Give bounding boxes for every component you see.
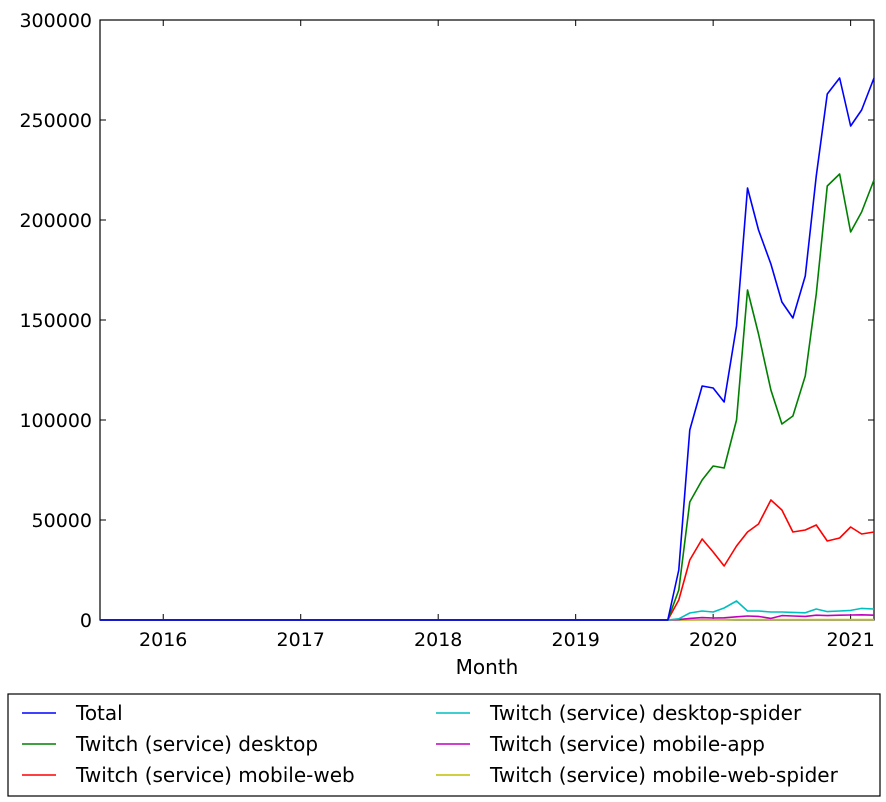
x-tick-label: 2019 [551,629,599,651]
series-lines [100,77,875,621]
y-tick-label: 300000 [19,10,92,32]
legend-entries: Total Twitch (service) desktop Twitch (ser… [22,701,839,787]
plot-area-frame [99,19,875,621]
series-line-4 [100,613,875,621]
x-tick-label: 2020 [689,629,737,651]
legend-label: Twitch (service) desktop [75,732,318,756]
series-line-2 [100,499,875,621]
y-tick-label: 50000 [32,510,92,532]
x-axis-label: Month [456,655,519,679]
legend-label: Twitch (service) mobile-app [489,732,765,756]
x-axis: 2016 2017 2018 2019 2020 2021 [139,20,875,651]
y-tick-label: 100000 [19,410,92,432]
x-tick-label: 2016 [139,629,187,651]
x-tick-label: 2018 [414,629,462,651]
x-tick-label: 2021 [826,629,874,651]
legend-label: Total [75,701,123,725]
legend-label: Twitch (service) desktop-spider [489,701,802,725]
series-line-3 [100,600,875,621]
legend [7,693,881,797]
y-tick-label: 0 [80,610,92,632]
legend-label: Twitch (service) mobile-web [75,763,355,787]
series-line-1 [100,173,875,621]
series-line-0 [100,77,875,621]
legend-label: Twitch (service) mobile-web-spider [489,763,839,787]
x-tick-label: 2017 [277,629,325,651]
y-tick-label: 150000 [19,310,92,332]
y-tick-label: 250000 [19,110,92,132]
y-tick-label: 200000 [19,210,92,232]
